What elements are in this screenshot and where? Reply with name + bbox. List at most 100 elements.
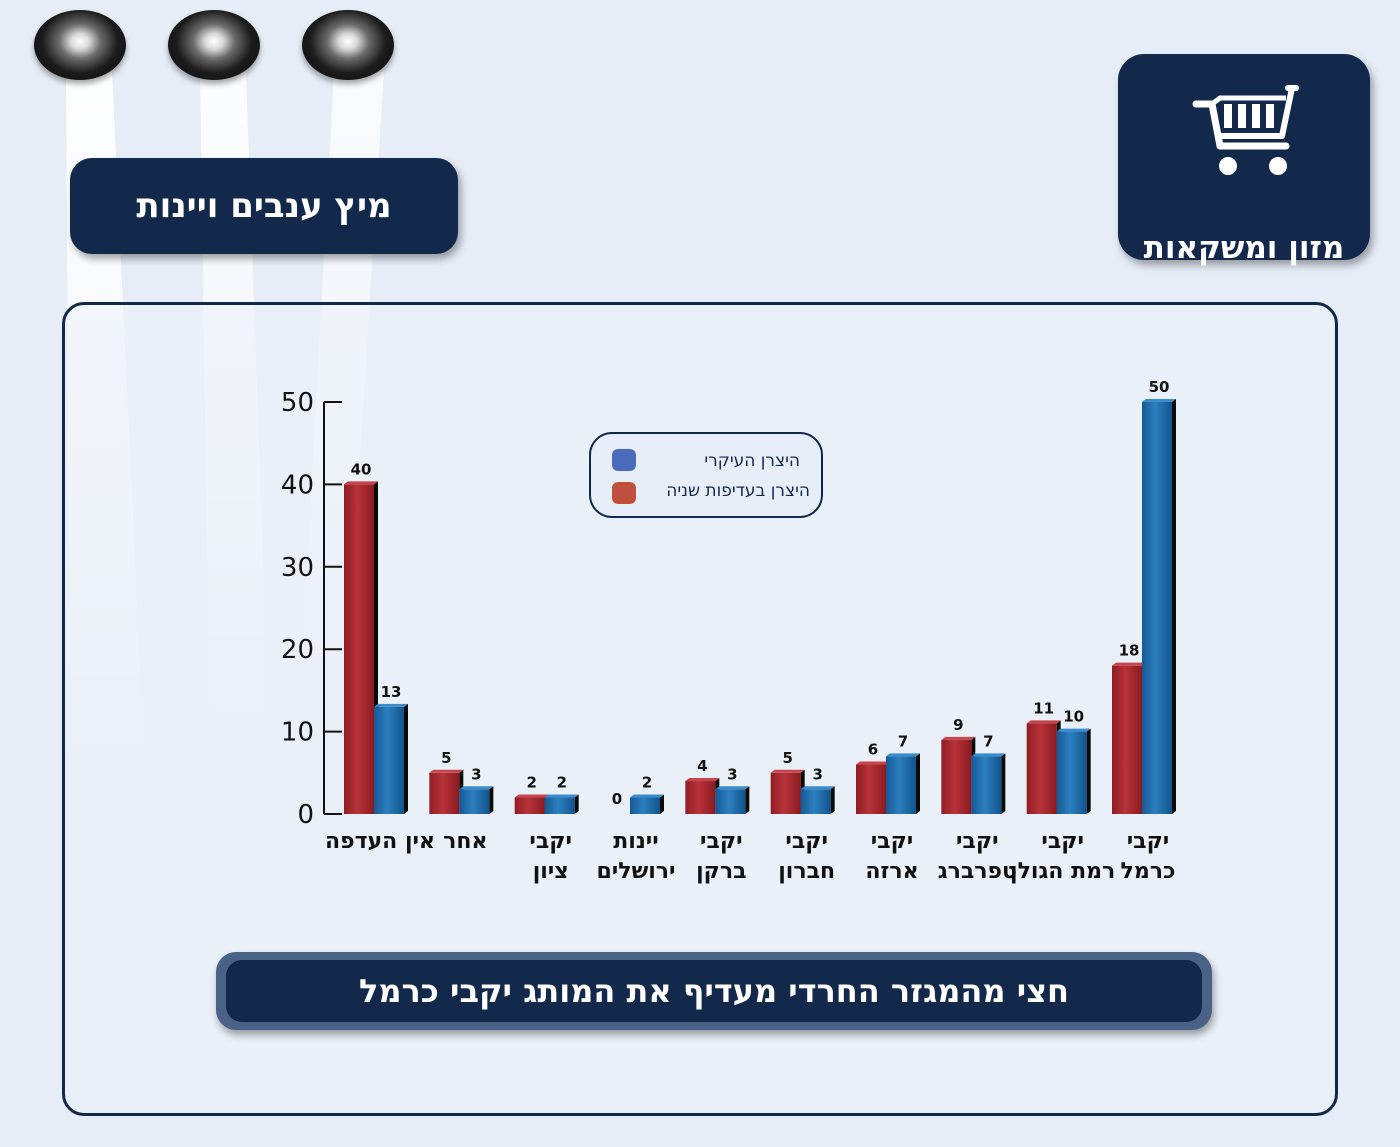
y-tick-label: 40 [281,470,314,500]
bar-top-secondary [1026,720,1061,724]
bar-side-primary [1172,399,1176,814]
data-label: 7 [983,732,993,750]
data-label: 18 [1119,642,1140,660]
bar-side-primary [1001,753,1006,814]
y-tick-label: 10 [281,718,314,748]
section-badge[interactable]: מזון ומשקאות [1118,54,1370,266]
y-tick-label: 20 [281,635,314,665]
data-label: 5 [782,749,792,767]
category-label: ברקן [696,859,746,884]
bar-primary [374,706,404,814]
data-label: 6 [868,741,878,759]
bar-primary [459,789,490,814]
category-label: יקבי [785,829,828,854]
bar-primary [1142,402,1172,814]
legend-box [589,432,823,518]
category-label: ירושלים [596,859,675,884]
data-label: 3 [812,765,822,783]
bar-top-primary [374,703,408,707]
category-label: אחר [443,829,487,854]
bar-secondary [514,797,545,814]
bar-side-primary [404,703,408,814]
bar-secondary [770,772,801,814]
bar-side-primary [660,794,664,814]
category-label: אין העדפה [325,829,435,854]
bar-side-primary [916,753,920,814]
data-label: 7 [898,732,908,750]
spotlight-3 [302,10,394,80]
y-tick-label: 50 [281,388,314,418]
bar-primary [1056,731,1087,814]
legend-label-primary: היצרן העיקרי [704,451,800,471]
category-title: מיץ ענבים ויינות [70,158,458,254]
data-label: 50 [1149,378,1170,396]
headline-banner: חצי מהמגזר החרדי מעדיף את המותג יקבי כרמ… [216,952,1212,1030]
legend-swatch-primary [612,449,636,471]
y-tick-label: 30 [281,553,314,583]
bar-secondary [856,764,886,814]
bar-top-secondary [770,769,805,773]
bar-top-secondary [514,794,549,798]
y-tick-label: 0 [297,800,314,830]
category-label: ציון [533,859,569,884]
bar-top-primary [886,753,920,757]
bar-top-primary [630,794,664,798]
bar-top-primary [544,794,579,798]
bar-primary [886,756,916,814]
bar-primary [800,789,831,814]
data-label: 9 [953,716,963,734]
bar-side-primary [489,786,494,814]
legend-swatch-secondary [612,482,636,504]
bar-top-secondary [856,761,890,765]
bar-top-primary [1142,399,1176,402]
bar-side-primary [745,786,750,814]
bar-top-secondary [941,736,976,740]
data-label: 10 [1063,708,1084,726]
headline-text: חצי מהמגזר החרדי מעדיף את המותג יקבי כרמ… [226,960,1202,1022]
category-label: יקבי [1127,829,1170,854]
bar-primary [971,756,1002,814]
data-label: 0 [612,790,622,808]
category-label: יקבי [871,829,914,854]
bar-secondary [941,739,972,814]
category-label: כרמל [1121,859,1176,884]
category-label: יקבי [700,829,743,854]
bar-secondary [685,781,716,814]
category-label: יינות [613,829,659,854]
data-label: 40 [351,460,372,478]
spotlight-2 [168,10,260,80]
category-label: רמת הגולן [1010,859,1115,884]
data-label: 5 [441,749,451,767]
data-label: 3 [727,765,737,783]
bar-secondary [1112,665,1142,814]
data-label: 2 [642,774,652,792]
bar-primary [715,789,746,814]
section-badge-label: מזון ומשקאות [1143,230,1345,266]
bar-primary [630,797,660,814]
spotlight-1 [34,10,126,80]
category-label: יקבי [529,829,572,854]
legend-label-secondary: היצרן בעדיפות שניה [666,481,810,501]
bar-top-primary [971,753,1006,757]
category-label: יקבי [1041,829,1084,854]
category-label: חברון [778,859,835,884]
data-label: 2 [556,774,566,792]
bar-top-secondary [344,481,378,485]
bar-secondary [429,772,460,814]
bar-top-primary [459,786,494,790]
data-label: 2 [526,774,536,792]
data-label: 11 [1033,699,1054,717]
bar-top-secondary [429,769,464,773]
bar-top-primary [715,786,750,790]
bar-side-primary [830,786,835,814]
category-label: ארזה [865,859,918,884]
data-label: 3 [471,765,481,783]
bar-top-secondary [685,778,720,782]
bar-top-primary [1056,728,1091,732]
bar-top-secondary [1112,662,1146,666]
bar-top-primary [800,786,835,790]
bar-side-primary [574,794,579,814]
bar-primary [544,797,575,814]
bar-side-primary [1086,728,1091,814]
